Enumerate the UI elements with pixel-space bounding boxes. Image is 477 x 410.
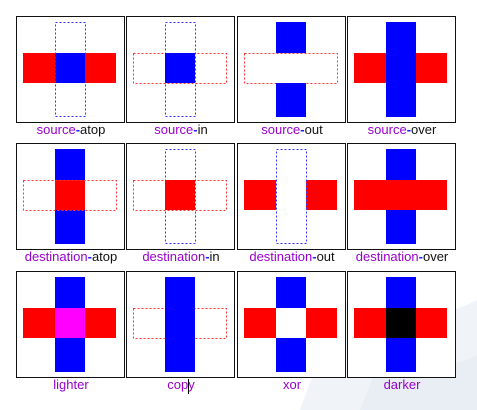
example-source-in: source-in [126, 16, 236, 148]
example-destination-out: destination-out [237, 143, 347, 275]
source-outline [55, 22, 86, 117]
caption-darker: darker [383, 377, 421, 392]
canvas-destination-atop [16, 143, 125, 250]
destination-outline [244, 53, 338, 84]
overlap-darker [386, 308, 416, 338]
canvas-darker [347, 271, 456, 378]
example-lighter: lighter [16, 271, 126, 403]
example-source-out: source-out [237, 16, 347, 148]
canvas-xor [237, 271, 346, 378]
example-copy: copy [126, 271, 236, 403]
canvas-destination-out [237, 143, 346, 250]
caption-source-over: source-over [367, 122, 437, 137]
source-bottom [276, 83, 306, 117]
source-overlap [55, 53, 85, 83]
caption-destination-out: destination-out [249, 249, 335, 264]
source-top [276, 22, 306, 53]
caption-source-out: source-out [261, 122, 323, 137]
canvas-source-over [347, 16, 456, 123]
destination-left [244, 308, 276, 338]
destination-overlap [55, 180, 85, 210]
example-darker: darker [347, 271, 457, 403]
canvas-source-atop [16, 16, 125, 123]
destination-overlap [165, 180, 195, 210]
canvas-source-out [237, 16, 346, 123]
destination-left [244, 180, 276, 210]
example-xor: xor [237, 271, 347, 403]
caption-source-atop: source-atop [36, 122, 106, 137]
caption-source-in: source-in [154, 122, 208, 137]
source-bottom [276, 338, 306, 372]
caption-destination-atop: destination-atop [24, 249, 118, 264]
overlap-lighter [55, 308, 85, 338]
example-source-over: source-over [347, 16, 457, 148]
destination-outline [133, 180, 227, 211]
example-destination-atop: destination-atop [16, 143, 126, 275]
source-outline [276, 149, 307, 244]
canvas-source-in [126, 16, 235, 123]
caption-lighter: lighter [53, 377, 89, 392]
caption-destination-over: destination-over [355, 249, 449, 264]
text-cursor [188, 379, 189, 394]
example-source-atop: source-atop [16, 16, 126, 148]
destination-right [306, 308, 337, 338]
source-rect [386, 22, 416, 117]
destination-right [306, 180, 337, 210]
source-top [276, 277, 306, 308]
canvas-destination-over [347, 143, 456, 250]
example-destination-in: destination-in [126, 143, 236, 275]
source-overlap [165, 53, 195, 83]
source-rect [165, 277, 195, 372]
canvas-lighter [16, 271, 125, 378]
caption-copy: copy [167, 377, 195, 392]
example-destination-over: destination-over [347, 143, 457, 275]
destination-rect [354, 180, 447, 210]
destination-outline [23, 180, 117, 211]
caption-destination-in: destination-in [142, 249, 220, 264]
caption-xor: xor [282, 377, 302, 392]
canvas-destination-in [126, 143, 235, 250]
destination-outline [133, 53, 227, 84]
canvas-copy [126, 271, 235, 378]
